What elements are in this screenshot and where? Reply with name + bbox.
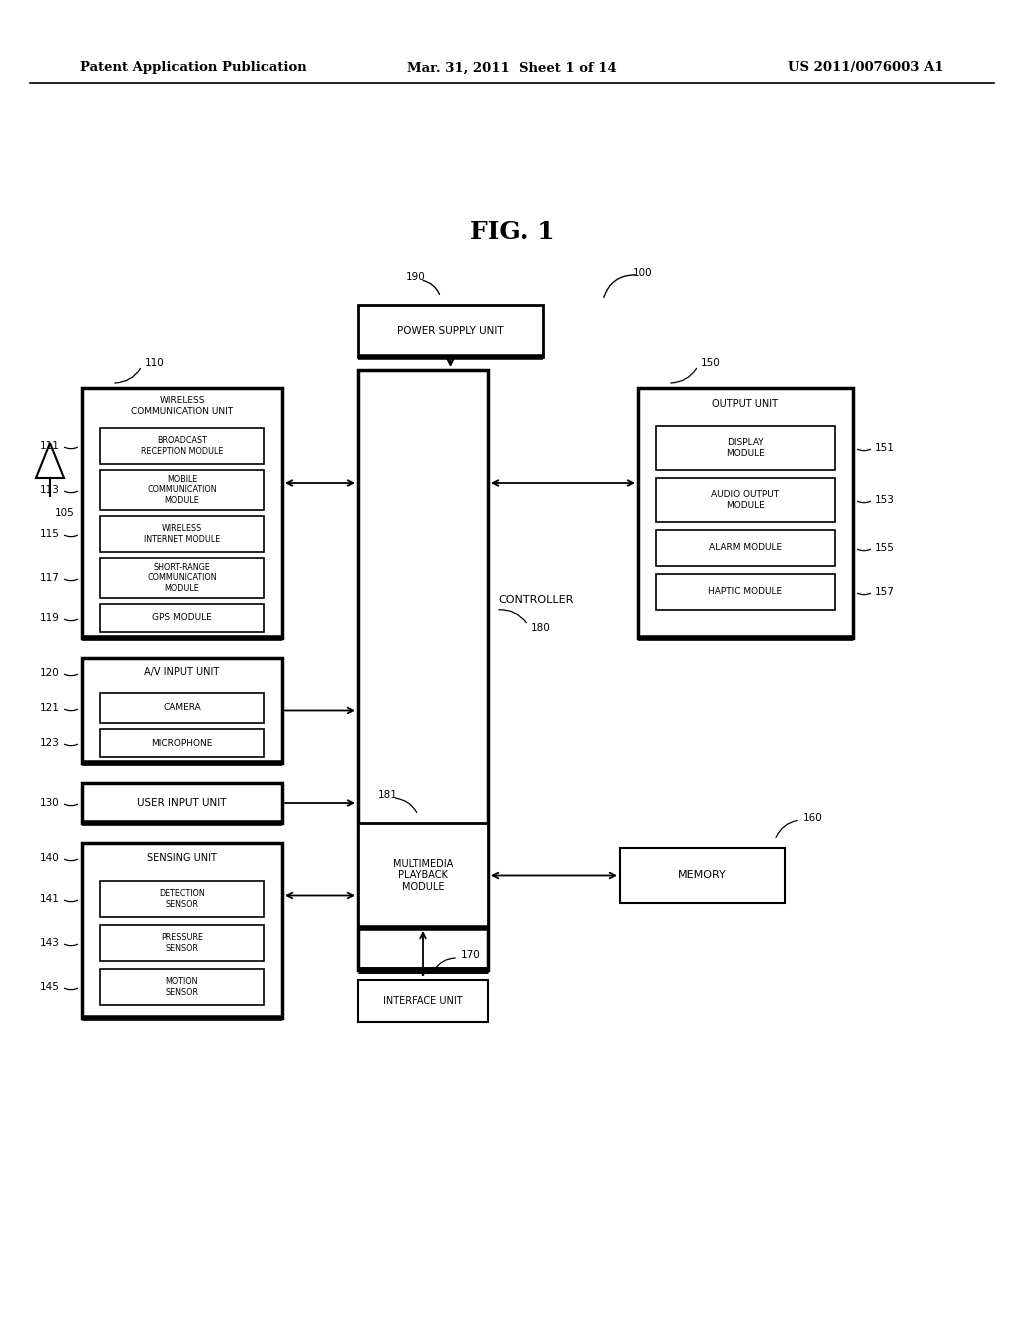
Text: SHORT-RANGE
COMMUNICATION
MODULE: SHORT-RANGE COMMUNICATION MODULE xyxy=(147,564,217,593)
Bar xyxy=(100,516,264,552)
Text: WIRELESS
COMMUNICATION UNIT: WIRELESS COMMUNICATION UNIT xyxy=(131,396,233,416)
Text: 190: 190 xyxy=(406,272,425,282)
Bar xyxy=(100,605,264,632)
Bar xyxy=(656,574,835,610)
Text: MULTIMEDIA
PLAYBACK
MODULE: MULTIMEDIA PLAYBACK MODULE xyxy=(393,859,454,892)
Text: 170: 170 xyxy=(461,950,480,960)
Bar xyxy=(620,847,785,903)
Text: Patent Application Publication: Patent Application Publication xyxy=(80,62,307,74)
Text: OUTPUT UNIT: OUTPUT UNIT xyxy=(713,399,778,409)
Text: CONTROLLER: CONTROLLER xyxy=(498,595,573,605)
Text: MOBILE
COMMUNICATION
MODULE: MOBILE COMMUNICATION MODULE xyxy=(147,475,217,504)
Text: AUDIO OUTPUT
MODULE: AUDIO OUTPUT MODULE xyxy=(712,490,779,510)
Text: GPS MODULE: GPS MODULE xyxy=(153,614,212,623)
Text: 145: 145 xyxy=(40,982,60,993)
Text: 111: 111 xyxy=(40,441,60,451)
Text: 181: 181 xyxy=(378,789,398,800)
Text: 123: 123 xyxy=(40,738,60,748)
Text: A/V INPUT UNIT: A/V INPUT UNIT xyxy=(144,667,219,677)
Bar xyxy=(82,388,282,638)
Bar xyxy=(656,478,835,521)
Text: 119: 119 xyxy=(40,612,60,623)
Text: 143: 143 xyxy=(40,939,60,948)
Text: 115: 115 xyxy=(40,529,60,539)
Text: 117: 117 xyxy=(40,573,60,583)
Text: US 2011/0076003 A1: US 2011/0076003 A1 xyxy=(788,62,944,74)
Bar xyxy=(82,843,282,1018)
Text: FIG. 1: FIG. 1 xyxy=(470,220,554,244)
Text: DETECTION
SENSOR: DETECTION SENSOR xyxy=(159,890,205,908)
Bar xyxy=(100,729,264,756)
Bar xyxy=(656,531,835,566)
Bar xyxy=(100,693,264,723)
Text: 110: 110 xyxy=(145,358,165,368)
Bar xyxy=(82,783,282,822)
Text: 155: 155 xyxy=(874,543,895,553)
Text: CAMERA: CAMERA xyxy=(163,704,201,713)
Text: 157: 157 xyxy=(874,587,895,597)
Text: POWER SUPPLY UNIT: POWER SUPPLY UNIT xyxy=(397,326,504,337)
Text: 150: 150 xyxy=(701,358,721,368)
Bar xyxy=(100,880,264,917)
Bar xyxy=(100,969,264,1005)
Text: SENSING UNIT: SENSING UNIT xyxy=(147,853,217,863)
Text: MOTION
SENSOR: MOTION SENSOR xyxy=(166,977,199,997)
Text: 160: 160 xyxy=(803,813,822,822)
Text: USER INPUT UNIT: USER INPUT UNIT xyxy=(137,799,226,808)
Bar xyxy=(358,305,543,356)
Bar xyxy=(656,426,835,470)
Text: 153: 153 xyxy=(874,495,895,506)
Text: 105: 105 xyxy=(55,508,75,517)
Text: MEMORY: MEMORY xyxy=(678,870,727,880)
Bar xyxy=(100,925,264,961)
Text: DISPLAY
MODULE: DISPLAY MODULE xyxy=(726,438,765,458)
Text: 120: 120 xyxy=(40,668,60,678)
Text: 113: 113 xyxy=(40,484,60,495)
Text: 121: 121 xyxy=(40,704,60,713)
Bar xyxy=(358,822,488,928)
Text: WIRELESS
INTERNET MODULE: WIRELESS INTERNET MODULE xyxy=(144,524,220,544)
Text: MICROPHONE: MICROPHONE xyxy=(152,738,213,747)
Text: Mar. 31, 2011  Sheet 1 of 14: Mar. 31, 2011 Sheet 1 of 14 xyxy=(408,62,616,74)
Text: 141: 141 xyxy=(40,894,60,904)
Text: INTERFACE UNIT: INTERFACE UNIT xyxy=(383,997,463,1006)
Bar xyxy=(638,388,853,638)
Text: PRESSURE
SENSOR: PRESSURE SENSOR xyxy=(161,933,203,953)
Text: 180: 180 xyxy=(531,623,551,634)
Text: 130: 130 xyxy=(40,799,60,808)
Bar xyxy=(358,370,488,970)
Bar xyxy=(100,428,264,465)
Text: BROADCAST
RECEPTION MODULE: BROADCAST RECEPTION MODULE xyxy=(141,437,223,455)
Text: 151: 151 xyxy=(874,444,895,453)
Text: 140: 140 xyxy=(40,853,60,863)
Bar xyxy=(358,979,488,1022)
Text: ALARM MODULE: ALARM MODULE xyxy=(709,544,782,553)
Bar xyxy=(82,657,282,763)
Bar xyxy=(100,558,264,598)
Bar xyxy=(100,470,264,510)
Text: 100: 100 xyxy=(633,268,653,279)
Text: HAPTIC MODULE: HAPTIC MODULE xyxy=(709,587,782,597)
